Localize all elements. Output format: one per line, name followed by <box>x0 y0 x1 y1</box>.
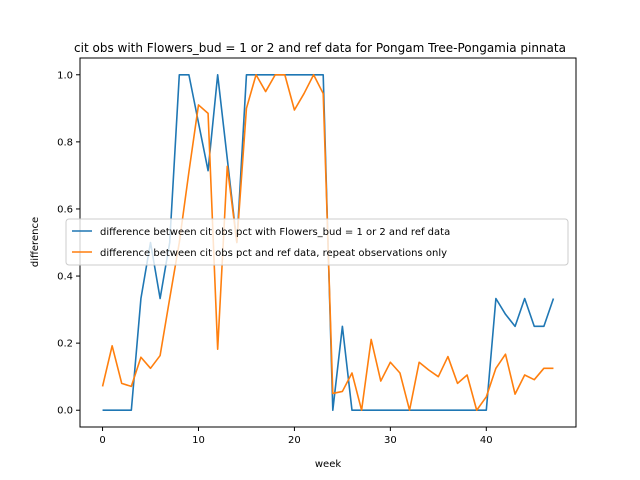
legend-box <box>65 218 569 266</box>
y-tick-label: 0.6 <box>57 204 73 215</box>
y-axis-ticks: 0.0 0.2 0.4 0.6 0.8 1.0 <box>57 70 80 417</box>
x-axis-ticks: 0 10 20 30 40 <box>99 427 493 446</box>
y-tick-label: 1.0 <box>57 70 73 81</box>
x-tick-label: 0 <box>99 435 105 446</box>
y-tick-label: 0.8 <box>57 137 73 148</box>
x-tick-label: 40 <box>480 435 493 446</box>
x-tick-label: 20 <box>288 435 301 446</box>
legend: difference between cit obs pct with Flow… <box>65 218 569 266</box>
legend-label-1: difference between cit obs pct with Flow… <box>100 227 450 238</box>
legend-label-2: difference between cit obs pct and ref d… <box>100 248 447 259</box>
x-tick-label: 10 <box>192 435 205 446</box>
x-tick-label: 30 <box>384 435 397 446</box>
x-axis-label: week <box>315 459 341 470</box>
y-tick-label: 0.4 <box>57 272 73 283</box>
chart-title: cit obs with Flowers_bud = 1 or 2 and re… <box>74 41 566 55</box>
y-tick-label: 0.2 <box>57 339 73 350</box>
y-tick-label: 0.0 <box>57 406 73 417</box>
y-axis-label: difference <box>30 217 41 267</box>
